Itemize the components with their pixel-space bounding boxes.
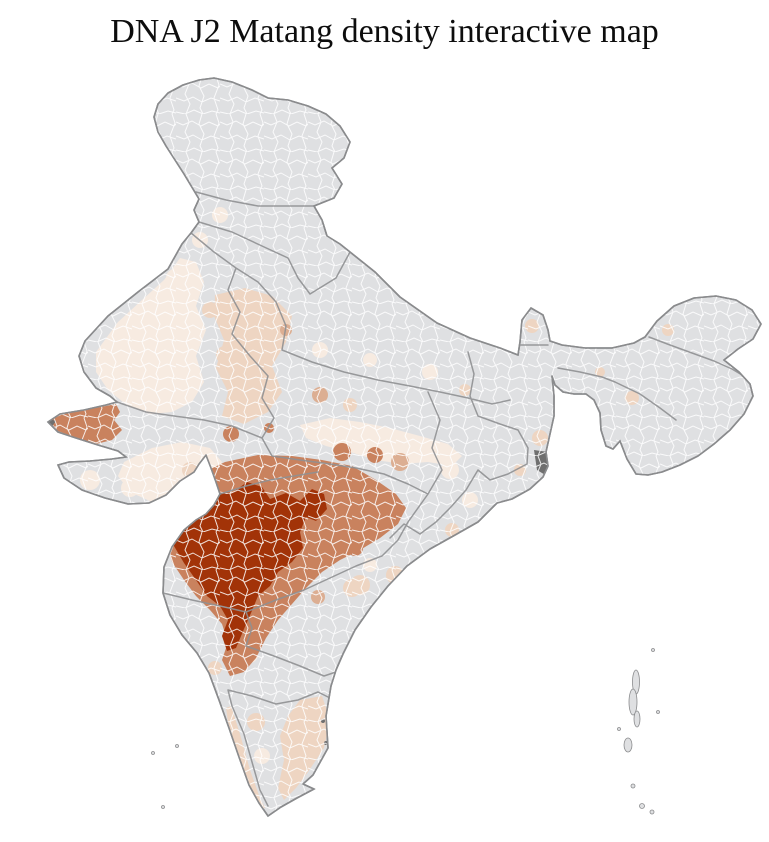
island[interactable] [617,727,621,731]
district-patch[interactable] [372,622,388,638]
island[interactable] [633,710,641,728]
city-dot[interactable] [498,503,502,507]
island[interactable] [639,803,645,809]
density-regions [48,78,761,816]
island[interactable] [623,737,633,753]
district-patch[interactable] [391,591,409,609]
district-patch[interactable] [412,562,428,578]
country-outline [47,77,762,817]
city-dot[interactable] [163,520,169,526]
region-lakshadweep-islands[interactable] [151,744,179,809]
island[interactable] [649,809,655,815]
region-andaman-nicobar-islands[interactable] [617,648,660,815]
island[interactable] [161,805,165,809]
district-mesh-overlay [48,78,761,816]
state-boundaries [116,191,743,807]
island[interactable] [656,710,660,714]
island[interactable] [151,751,155,755]
island[interactable] [175,744,179,748]
district-patch[interactable] [486,522,498,534]
island[interactable] [628,688,638,716]
map-title: DNA J2 Matang density interactive map [110,13,659,50]
island[interactable] [651,648,655,652]
island[interactable] [630,783,636,789]
